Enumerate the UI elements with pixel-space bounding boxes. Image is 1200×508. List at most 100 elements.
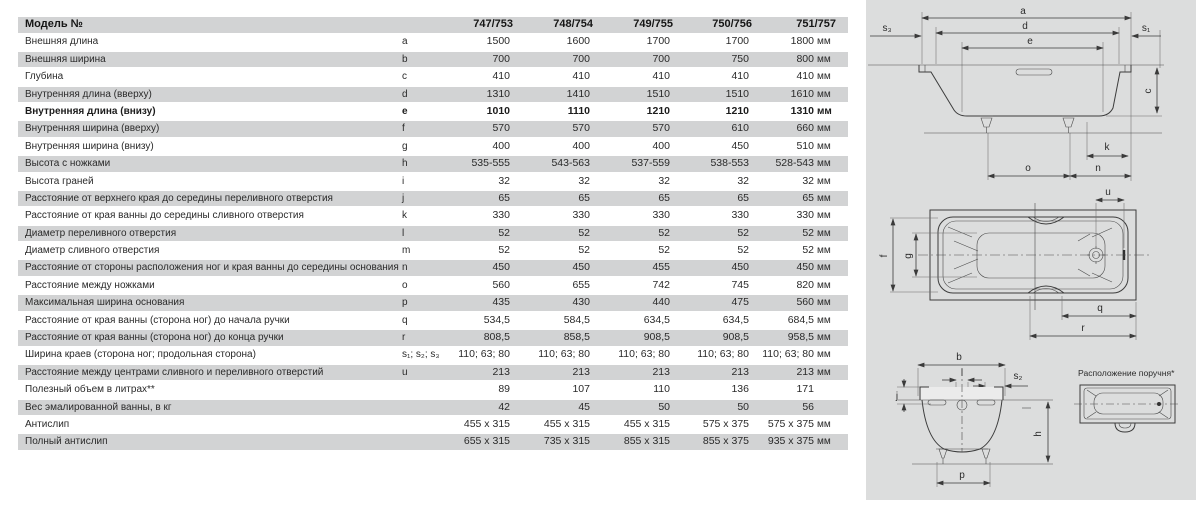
spec-table-body: Внешняя длина a 1500 1600 1700 1700 1800… [18,34,848,450]
row-dimension-letter: f [402,123,405,135]
row-dimension-letter: e [402,105,408,117]
row-value: 56 [802,400,814,413]
table-row: Высота с ножками h 535-555 543-563 537-5… [18,156,848,172]
row-value: 543-563 [551,157,590,170]
row-value: 213 [492,365,510,378]
dim-label-s3: s₃ [882,23,891,34]
row-unit: мм [817,366,831,378]
table-row: Внешняя длина a 1500 1600 1700 1700 1800… [18,34,848,50]
row-parameter-label: Расстояние между центрами сливного и пер… [25,366,324,378]
row-value: 65 [802,191,814,204]
row-unit: мм [817,140,831,152]
row-dimension-letter: k [402,210,407,222]
row-dimension-letter: d [402,88,408,100]
row-unit: мм [817,210,831,222]
row-value: 1800 [790,35,814,48]
row-value: 1510 [725,87,749,100]
row-parameter-label: Расстояние от края ванны (сторона ног) д… [25,332,284,344]
row-value: 958,5 [787,331,814,344]
row-value: 1410 [566,87,590,100]
row-value: 455 x 315 [543,417,590,430]
row-unit: мм [817,332,831,344]
dim-label-u: u [1105,187,1111,198]
row-value: 1500 [486,35,510,48]
row-value: 400 [572,139,590,152]
table-row: Расстояние между ножками o 560 655 742 7… [18,278,848,294]
row-value: 820 [796,278,814,291]
row-value: 475 [731,296,749,309]
row-parameter-label: Внешняя ширина [25,53,106,65]
row-value: 110; 63; 80 [618,348,670,361]
row-value: 908,5 [643,331,670,344]
row-dimension-letter: c [402,71,407,83]
dim-label-n: n [1095,163,1101,174]
row-value: 110 [653,383,670,396]
handle-position-caption: Расположение поручня* [1078,368,1175,378]
row-dimension-letter: j [402,192,405,204]
row-unit: мм [817,36,831,48]
row-value: 65 [658,191,670,204]
row-dimension-letter: h [402,158,408,170]
dim-label-s2: s₂ [1014,371,1023,382]
row-value: 634,5 [643,313,670,326]
table-row: Расстояние от края ванны (сторона ног) д… [18,330,848,346]
row-value: 110; 63; 80 [762,348,814,361]
row-value: 1600 [566,35,590,48]
row-value: 32 [498,174,510,187]
row-value: 537-559 [631,157,670,170]
table-row: Полезный объем в литрах** 89 107 110 136… [18,382,848,398]
row-dimension-letter: o [402,279,408,291]
row-dimension-letter: b [402,53,408,65]
row-value: 1310 [790,104,814,117]
row-parameter-label: Внутренняя длина (внизу) [25,105,156,117]
row-value: 700 [572,52,590,65]
row-value: 50 [737,400,749,413]
row-value: 534,5 [483,313,510,326]
row-value: 1110 [567,104,590,117]
row-value: 32 [802,174,814,187]
model-header-label: Модель № [25,18,83,30]
row-value: 660 [796,122,814,135]
row-value: 330 [572,209,590,222]
row-value: 52 [737,226,749,239]
table-row: Высота граней i 32 32 32 32 32 мм [18,174,848,190]
row-value: 528-543 [775,157,814,170]
row-unit: мм [817,418,831,430]
dim-label-g: g [903,253,914,259]
row-value: 808,5 [483,331,510,344]
technical-drawings-panel: a d s₃ s₁ e [866,0,1196,500]
handle-position-diagram: Расположение поручня* [1074,368,1181,433]
row-value: 45 [578,400,590,413]
row-value: 935 x 375 [767,435,814,448]
dim-label-k: k [1105,142,1111,153]
dim-label-h: h [1033,431,1044,437]
row-value: 410 [572,70,590,83]
drain-dot [1157,402,1161,406]
row-unit: мм [817,245,831,257]
handle-bottom [1027,285,1065,294]
row-unit: мм [817,158,831,170]
row-value: 65 [498,191,510,204]
row-value: 110; 63; 80 [538,348,590,361]
row-dimension-letter: s₁; s₂; s₃ [402,349,440,361]
row-dimension-letter: r [402,332,406,344]
row-value: 570 [492,122,510,135]
bathtub-dimension-drawings: a d s₃ s₁ e [868,6,1181,487]
bathtub-spec-table: Модель № 747/753 748/754 749/755 750/756… [18,17,848,452]
row-value: 1210 [725,104,749,117]
model-number: 748/754 [553,18,593,30]
row-value: 750 [731,52,749,65]
row-value: 330 [652,209,670,222]
row-value: 700 [652,52,670,65]
row-parameter-label: Антислип [25,418,70,430]
row-dimension-letter: l [402,227,405,239]
row-parameter-label: Высота граней [25,175,94,187]
dim-label-e: e [1027,36,1033,47]
row-value: 213 [731,365,749,378]
row-parameter-label: Полезный объем в литрах** [25,384,155,396]
row-value: 52 [737,244,749,257]
table-row: Ширина краев (сторона ног; продольная ст… [18,347,848,363]
row-value: 584,5 [563,313,590,326]
row-value: 858,5 [563,331,590,344]
table-row: Антислип 455 x 315 455 x 315 455 x 315 5… [18,417,848,433]
